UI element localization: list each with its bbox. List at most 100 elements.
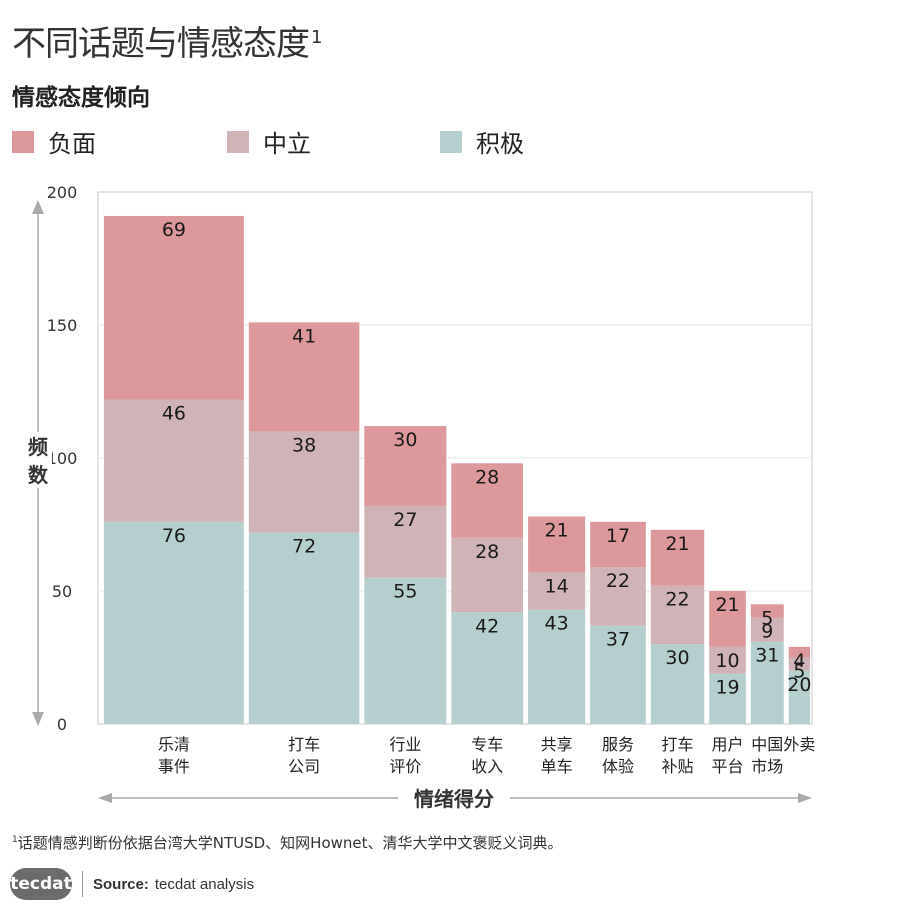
x-tick-label-line2: 单车 — [541, 757, 573, 776]
bar-segment-neutral — [248, 431, 360, 533]
footnote-text: 话题情感判断份依据台湾大学NTUSD、知网Hownet、清华大学中文褒贬义词典。 — [17, 834, 563, 852]
y-axis-arrow-head-up — [32, 200, 44, 214]
data-label-positive: 72 — [292, 535, 316, 557]
data-label-negative: 21 — [545, 520, 569, 542]
x-axis-label: 情绪得分 — [414, 787, 494, 811]
bar-segment-positive — [650, 644, 705, 724]
data-label-neutral: 10 — [715, 650, 739, 672]
x-tick-label-line2: 市场 — [751, 757, 783, 776]
data-label-neutral: 22 — [665, 589, 689, 611]
data-label-negative: 21 — [715, 594, 739, 616]
data-label-positive: 76 — [162, 525, 186, 547]
bar-segment-neutral — [364, 505, 447, 578]
data-label-neutral: 28 — [475, 541, 499, 563]
x-tick-label-line2: 事件 — [158, 757, 190, 776]
legend-swatch-negative — [12, 130, 34, 153]
bar-segment-positive — [364, 577, 447, 724]
x-tick-label-line2: 公司 — [288, 757, 320, 776]
x-label-bg — [398, 784, 510, 812]
bar-segment-positive — [788, 670, 810, 724]
data-label-neutral: 5 — [793, 661, 805, 683]
bar-segment-neutral — [590, 567, 646, 626]
x-tick-label-line1: 外卖 — [783, 735, 815, 754]
bar-segment-neutral — [788, 657, 810, 671]
bar-segment-negative — [788, 646, 810, 658]
x-tick-label-line1: 专车 — [471, 735, 503, 754]
bar-segment-negative — [528, 516, 586, 573]
x-tick-label-line1: 共享 — [541, 735, 573, 754]
footnote-marker: 1 — [12, 835, 18, 845]
y-tick-label: 200 — [47, 183, 78, 202]
bar-segment-positive — [451, 612, 524, 724]
bar-segment-negative — [709, 591, 746, 647]
y-tick-label: 50 — [52, 582, 72, 601]
bar-segment-positive — [248, 532, 360, 724]
data-label-negative: 28 — [475, 466, 499, 488]
data-label-negative: 21 — [665, 533, 689, 555]
bar-segment-positive — [104, 521, 244, 724]
legend-item-positive: 积极 — [440, 124, 524, 159]
x-tick-label-line1: 服务 — [602, 735, 634, 754]
x-tick-label-line1: 中国 — [751, 735, 783, 754]
legend-swatch-neutral — [227, 130, 249, 153]
bar-segment-positive — [750, 641, 784, 724]
legend-item-negative: 负面 — [12, 124, 96, 159]
x-axis-arrow-head-right — [798, 793, 812, 803]
footer: tecdat Source: tecdat analysis — [10, 866, 254, 902]
y-tick-label: 100 — [47, 449, 78, 468]
footer-divider — [82, 871, 83, 897]
legend: 负面 中立 积极 — [12, 124, 572, 158]
legend-swatch-positive — [440, 130, 462, 153]
bar-segment-negative — [104, 215, 244, 400]
x-tick-label-line1: 用户 — [712, 735, 744, 754]
bar-segment-negative — [364, 426, 447, 506]
data-label-negative: 41 — [292, 325, 316, 347]
bar-segment-positive — [709, 673, 746, 724]
bar-segment-neutral — [709, 646, 746, 674]
y-label-bg — [24, 460, 52, 488]
bar-segment-positive — [528, 609, 586, 724]
data-label-negative: 30 — [393, 429, 417, 451]
data-label-positive: 43 — [545, 613, 569, 635]
x-tick-label-line1: 打车 — [662, 735, 694, 754]
footnote: 1话题情感判断份依据台湾大学NTUSD、知网Hownet、清华大学中文褒贬义词典… — [12, 832, 563, 853]
bar-segment-neutral — [104, 399, 244, 522]
x-tick-label-line2: 收入 — [471, 757, 503, 776]
bar-segment-neutral — [650, 585, 705, 645]
x-tick-label-line1: 打车 — [288, 735, 320, 754]
data-label-positive: 31 — [755, 645, 779, 667]
x-axis-arrow-head-left — [98, 793, 112, 803]
data-label-positive: 37 — [606, 629, 630, 651]
source-label: Source: — [93, 875, 149, 893]
x-tick-label-line2: 评价 — [389, 757, 421, 776]
y-axis-arrow-head-down — [32, 712, 44, 726]
bar-segment-negative — [248, 322, 360, 432]
data-label-neutral: 38 — [292, 434, 316, 456]
x-tick-label-line1: 乐清 — [158, 735, 190, 754]
stacked-bar-chart: 050100150200频数764669乐清事件723841打车公司552730… — [24, 183, 815, 812]
bar-segment-neutral — [528, 572, 586, 610]
x-tick-label-line1: 行业 — [389, 735, 421, 754]
title-text: 不同话题与情感态度 — [12, 24, 310, 64]
data-label-negative: 69 — [162, 219, 186, 241]
data-label-neutral: 14 — [545, 575, 569, 597]
data-label-positive: 20 — [787, 674, 811, 696]
bar-segment-positive — [590, 625, 646, 724]
legend-label-neutral: 中立 — [263, 130, 311, 158]
data-label-positive: 42 — [475, 615, 499, 637]
x-tick-label-line2: 体验 — [602, 757, 634, 776]
tecdat-logo: tecdat — [10, 868, 72, 900]
data-label-negative: 5 — [761, 607, 773, 629]
bar-segment-neutral — [451, 537, 524, 613]
data-label-positive: 30 — [665, 647, 689, 669]
page-title: 不同话题与情感态度 1 — [12, 16, 322, 65]
bar-segment-negative — [451, 463, 524, 538]
data-label-neutral: 46 — [162, 402, 186, 424]
y-label-bg — [24, 432, 52, 460]
y-tick-label: 150 — [47, 316, 78, 335]
y-tick-label: 0 — [57, 715, 67, 734]
x-tick-label-line2: 补贴 — [662, 757, 694, 776]
chart-subtitle: 情感态度倾向 — [12, 85, 150, 111]
y-axis-label: 数 — [28, 463, 49, 487]
bar-segment-neutral — [750, 617, 784, 642]
